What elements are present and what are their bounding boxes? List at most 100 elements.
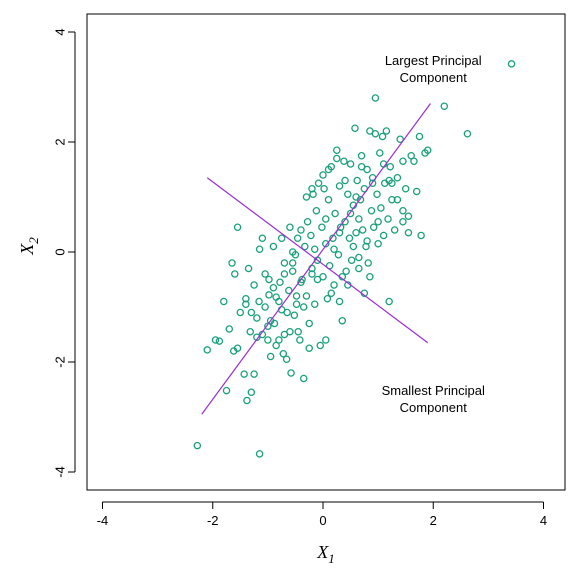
data-point bbox=[280, 270, 289, 278]
y-tick-label: 2 bbox=[53, 138, 68, 145]
data-point bbox=[386, 162, 395, 171]
data-point bbox=[253, 314, 261, 322]
data-point bbox=[266, 352, 275, 361]
data-point bbox=[299, 374, 308, 383]
data-point bbox=[318, 223, 326, 231]
data-point bbox=[215, 337, 224, 345]
data-point bbox=[299, 303, 308, 311]
data-point bbox=[423, 146, 432, 154]
data-point bbox=[246, 327, 254, 336]
data-point bbox=[417, 231, 425, 240]
data-point bbox=[296, 336, 304, 344]
x-axis: -4 -2 0 2 4 bbox=[97, 501, 547, 528]
data-point bbox=[255, 297, 263, 306]
data-point bbox=[371, 94, 380, 102]
data-point bbox=[415, 132, 424, 141]
data-point bbox=[327, 289, 336, 297]
data-point bbox=[388, 195, 396, 204]
data-point bbox=[310, 245, 319, 253]
data-points bbox=[193, 94, 472, 458]
data-point bbox=[242, 294, 250, 303]
data-point bbox=[322, 336, 330, 344]
data-point bbox=[341, 176, 349, 185]
principal-component-lines bbox=[201, 103, 431, 415]
data-point bbox=[322, 239, 330, 248]
data-point bbox=[225, 325, 234, 333]
data-point bbox=[347, 256, 356, 264]
data-point bbox=[369, 223, 378, 231]
data-point bbox=[280, 259, 289, 267]
data-point bbox=[283, 308, 291, 317]
data-point bbox=[319, 171, 327, 179]
data-point bbox=[393, 195, 402, 204]
x-tick-label: 2 bbox=[430, 513, 437, 528]
data-point bbox=[301, 242, 309, 251]
y-axis: -4 -2 0 2 4 bbox=[53, 28, 76, 478]
data-point bbox=[314, 179, 323, 187]
data-point bbox=[307, 231, 315, 240]
data-point bbox=[377, 204, 385, 212]
data-point bbox=[292, 300, 301, 308]
data-point bbox=[240, 370, 248, 378]
data-point bbox=[349, 242, 358, 251]
data-point bbox=[297, 226, 305, 234]
data-point bbox=[258, 234, 267, 242]
x-tick-label: 4 bbox=[540, 513, 547, 528]
data-point bbox=[255, 245, 264, 253]
data-point bbox=[344, 190, 352, 198]
y-tick-label: 4 bbox=[53, 28, 68, 35]
data-point bbox=[242, 300, 250, 308]
data-point bbox=[355, 264, 363, 273]
data-point bbox=[308, 184, 316, 193]
data-point bbox=[399, 206, 407, 215]
y-axis-title: X2 bbox=[17, 237, 41, 256]
data-point bbox=[288, 248, 297, 256]
data-point bbox=[293, 234, 302, 242]
data-point bbox=[303, 217, 312, 226]
data-point bbox=[335, 228, 344, 237]
data-point bbox=[340, 157, 348, 165]
data-point bbox=[342, 267, 350, 275]
data-point bbox=[366, 272, 374, 281]
data-point bbox=[282, 355, 291, 363]
data-point bbox=[250, 281, 258, 289]
plot-frame bbox=[86, 13, 566, 491]
x-axis-title: X1 bbox=[316, 542, 335, 566]
data-point bbox=[352, 228, 360, 237]
data-point bbox=[382, 127, 391, 135]
data-point bbox=[312, 206, 321, 215]
data-point bbox=[368, 179, 377, 187]
data-point bbox=[294, 327, 302, 336]
y-tick-label: 0 bbox=[53, 248, 68, 255]
y-tick-label: -2 bbox=[53, 356, 68, 368]
data-point bbox=[313, 275, 322, 284]
data-point bbox=[330, 281, 338, 289]
data-point bbox=[355, 253, 363, 262]
data-point bbox=[305, 344, 313, 352]
data-point bbox=[275, 297, 283, 306]
data-point bbox=[302, 193, 311, 201]
data-point bbox=[292, 292, 301, 300]
data-point bbox=[358, 226, 367, 234]
data-point bbox=[331, 209, 339, 218]
data-point bbox=[373, 190, 381, 198]
data-point bbox=[440, 102, 449, 111]
data-point bbox=[333, 146, 341, 154]
data-point bbox=[220, 297, 228, 306]
data-point bbox=[385, 297, 393, 306]
data-point bbox=[302, 292, 311, 300]
data-point bbox=[376, 149, 384, 157]
data-point bbox=[320, 184, 328, 193]
data-point bbox=[250, 370, 258, 378]
data-point bbox=[270, 319, 279, 328]
data-point bbox=[261, 270, 269, 278]
data-point bbox=[269, 242, 278, 251]
annotation-point-marker bbox=[507, 60, 516, 68]
data-point bbox=[222, 386, 231, 395]
data-point bbox=[346, 209, 355, 218]
data-point bbox=[236, 308, 245, 317]
y-tick-label: -4 bbox=[53, 466, 68, 478]
data-point bbox=[355, 215, 363, 223]
data-point bbox=[346, 160, 355, 168]
